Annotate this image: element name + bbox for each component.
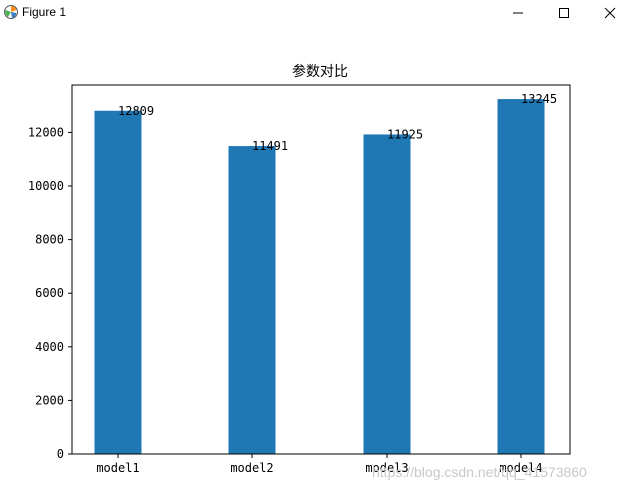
minimize-button[interactable] (495, 0, 541, 26)
data-label-model1: 12809 (118, 104, 154, 118)
plot-frame (71, 84, 571, 455)
window-titlebar[interactable]: Figure 1 (0, 0, 625, 26)
maximize-button[interactable] (541, 0, 587, 26)
minimize-icon (513, 12, 523, 14)
data-label-model2: 11491 (252, 139, 288, 153)
window-title: Figure 1 (22, 5, 67, 19)
data-label-model3: 11925 (387, 127, 423, 141)
bar-model1 (94, 110, 142, 454)
x-tick-label: model2 (230, 461, 273, 475)
data-labels-layer: 12809 11491 11925 13245 (118, 92, 557, 153)
close-icon (604, 7, 616, 19)
x-tick-label: model4 (499, 461, 542, 475)
y-axis: 0 2000 4000 6000 8000 10000 12000 (28, 125, 72, 461)
y-tick-label: 6000 (35, 286, 64, 300)
bars-layer (94, 99, 545, 455)
bar-chart: 参数对比 12809 11491 11925 13245 0 2000 4000 6000 8… (28, 63, 571, 475)
close-button[interactable] (587, 0, 625, 26)
x-tick-label: model1 (96, 461, 139, 475)
y-tick-label: 4000 (35, 340, 64, 354)
watermark-text: https://blog.csdn.net/qq_41573860 (372, 464, 587, 480)
y-tick-label: 2000 (35, 393, 64, 407)
bar-model2 (228, 146, 276, 455)
y-tick-label: 10000 (28, 179, 64, 193)
matplotlib-figure-icon (4, 5, 18, 19)
maximize-icon (559, 8, 569, 18)
bar-model4 (497, 99, 545, 454)
data-label-model4: 13245 (521, 92, 557, 106)
y-tick-label: 0 (57, 447, 64, 461)
y-tick-label: 12000 (28, 125, 64, 139)
bar-model3 (363, 134, 411, 455)
y-tick-label: 8000 (35, 233, 64, 247)
x-axis: model1 model2 model3 model4 (96, 454, 543, 475)
chart-title: 参数对比 (292, 63, 348, 80)
x-tick-label: model3 (365, 461, 408, 475)
